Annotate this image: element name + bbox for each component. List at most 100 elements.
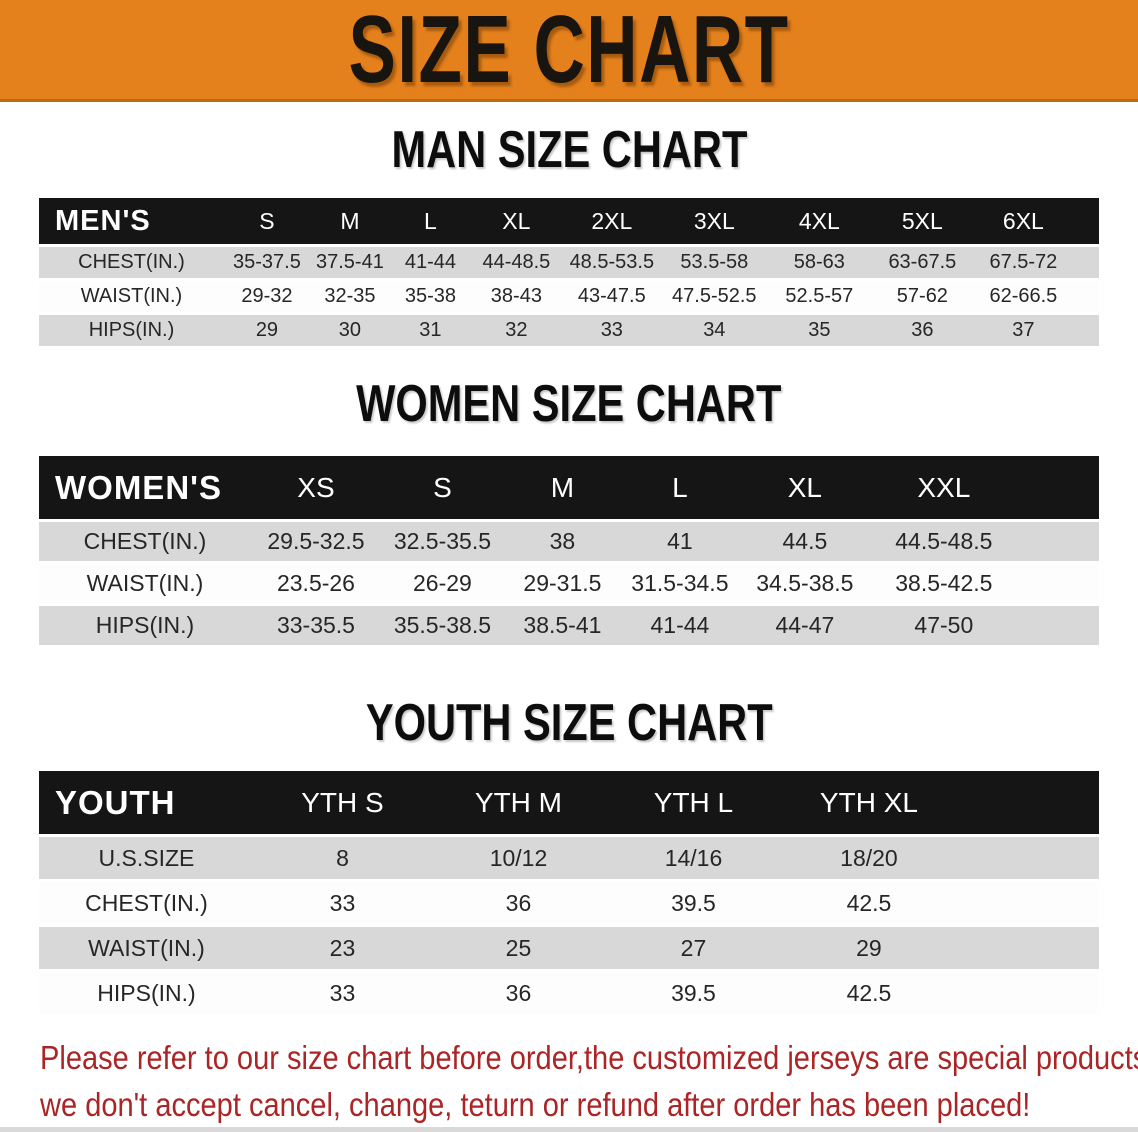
row-label: CHEST(IN.): [78, 251, 185, 273]
banner: SIZE CHART: [0, 0, 1138, 102]
value-cell: 32-35: [324, 285, 376, 307]
table-header-label: MEN'S: [55, 204, 151, 237]
column-header: YTH M: [474, 786, 563, 818]
value-cell: 44.5: [782, 528, 828, 554]
column-header: XS: [297, 471, 335, 503]
section-men: MAN SIZE CHART MEN'S S M L XL 2XL 3XL 4XL 5XL 6XL…: [0, 124, 1138, 346]
column-header: XXL: [917, 471, 971, 503]
column-header: 3XL: [693, 207, 735, 234]
table-row: WAIST(IN.) 23 25 27 29: [39, 927, 1099, 969]
value-cell: 33: [329, 889, 356, 916]
value-cell: 33: [600, 319, 623, 341]
value-cell: 35-38: [404, 285, 456, 307]
value-cell: 29: [856, 934, 882, 961]
value-cell: 32.5-35.5: [393, 528, 492, 554]
filler-cell: [957, 882, 1099, 924]
table-row: CHEST(IN.) 29.5-32.5 32.5-35.5 38 41 44.5 44.5…: [39, 522, 1099, 561]
filler-cell: [957, 771, 1099, 834]
value-cell: 44.5-48.5: [895, 528, 993, 554]
value-cell: 18/20: [840, 844, 898, 871]
row-label: CHEST(IN.): [83, 528, 207, 554]
value-cell: 23.5-26: [276, 570, 355, 596]
men-section-title: MAN SIZE CHART: [391, 121, 747, 179]
value-cell: 35-37.5: [233, 251, 301, 273]
table-row: U.S.SIZE 8 10/12 14/16 18/20: [39, 837, 1099, 879]
table-header-row: YOUTH YTH S YTH M YTH L YTH XL: [39, 771, 1099, 834]
value-cell: 36: [505, 889, 532, 916]
value-cell: 47.5-52.5: [672, 285, 757, 307]
youth-section-title: YOUTH SIZE CHART: [365, 694, 773, 752]
table-row: HIPS(IN.) 33-35.5 35.5-38.5 38.5-41 41-44 44-…: [39, 606, 1099, 645]
table-header-label: YOUTH: [55, 783, 176, 821]
value-cell: 26-29: [413, 570, 472, 596]
women-size-table: WOMEN'S XS S M L XL XXL CHEST(IN.) 29.5-32.5 32.5…: [39, 456, 1099, 645]
value-cell: 42.5: [846, 979, 892, 1006]
bottom-edge-strip: [0, 1127, 1138, 1132]
value-cell: 42.5: [846, 889, 892, 916]
value-cell: 38.5-41: [523, 612, 602, 638]
column-header: M: [340, 207, 360, 234]
value-cell: 35.5-38.5: [393, 612, 492, 638]
filler-cell: [1017, 522, 1099, 561]
value-cell: 14/16: [664, 844, 723, 871]
row-label: HIPS(IN.): [97, 979, 196, 1006]
youth-size-table: YOUTH YTH S YTH M YTH L YTH XL U.S.SIZE 8 10/12…: [39, 771, 1099, 1014]
value-cell: 33: [329, 979, 356, 1006]
value-cell: 29-32: [241, 285, 293, 307]
women-section-title: WOMEN SIZE CHART: [356, 375, 782, 433]
filler-cell: [1017, 606, 1099, 645]
value-cell: 44-47: [775, 612, 835, 638]
value-cell: 38-43: [490, 285, 542, 307]
value-cell: 57-62: [896, 285, 948, 307]
value-cell: 23: [329, 934, 356, 961]
column-header: M: [550, 471, 575, 503]
value-cell: 36: [505, 979, 532, 1006]
value-cell: 35: [808, 319, 831, 341]
row-label: WAIST(IN.): [80, 285, 183, 307]
section-women: WOMEN SIZE CHART WOMEN'S XS S M L XL XXL CHEST(…: [0, 378, 1138, 645]
table-row: HIPS(IN.) 29 30 31 32 33 34 35 36 37: [39, 315, 1099, 346]
value-cell: 37: [1012, 319, 1035, 341]
value-cell: 39.5: [671, 979, 716, 1006]
value-cell: 32: [505, 319, 528, 341]
column-header: YTH L: [653, 786, 734, 818]
table-header-row: MEN'S S M L XL 2XL 3XL 4XL 5XL 6XL: [39, 198, 1099, 244]
value-cell: 41-44: [650, 612, 710, 638]
table-row: CHEST(IN.) 35-37.5 37.5-41 41-44 44-48.5 48.5…: [39, 247, 1099, 278]
value-cell: 38: [549, 528, 576, 554]
value-cell: 10/12: [489, 844, 548, 871]
value-cell: 30: [338, 319, 362, 341]
value-cell: 41-44: [404, 251, 456, 273]
value-cell: 31.5-34.5: [631, 570, 729, 596]
section-youth: YOUTH SIZE CHART YOUTH YTH S YTH M YTH L YTH…: [0, 697, 1138, 1014]
table-header-label: WOMEN'S: [55, 468, 223, 506]
value-cell: 38.5-42.5: [895, 570, 993, 596]
row-label: HIPS(IN.): [88, 319, 175, 341]
table-header-row: WOMEN'S XS S M L XL XXL: [39, 456, 1099, 519]
filler-cell: [1074, 198, 1099, 244]
value-cell: 25: [505, 934, 532, 961]
value-cell: 36: [911, 319, 934, 341]
table-row: WAIST(IN.) 29-32 32-35 35-38 38-43 43-47.5 47.…: [39, 281, 1099, 312]
value-cell: 67.5-72: [989, 251, 1058, 273]
table-row: CHEST(IN.) 33 36 39.5 42.5: [39, 882, 1099, 924]
value-cell: 29.5-32.5: [267, 528, 365, 554]
footnote-line-1: Please refer to our size chart before or…: [40, 1039, 1138, 1076]
value-cell: 29: [255, 319, 279, 341]
filler-cell: [1074, 315, 1099, 346]
row-label: WAIST(IN.): [88, 934, 205, 961]
filler-cell: [957, 972, 1099, 1014]
men-size-table: MEN'S S M L XL 2XL 3XL 4XL 5XL 6XL CHEST(IN.) 35-37…: [39, 198, 1099, 346]
column-header: 4XL: [798, 207, 840, 234]
column-header: L: [424, 207, 437, 234]
value-cell: 41: [667, 528, 693, 554]
value-cell: 29-31.5: [523, 570, 602, 596]
column-header: L: [672, 471, 688, 503]
filler-cell: [1017, 456, 1099, 519]
column-header: S: [433, 471, 452, 503]
filler-cell: [957, 837, 1099, 879]
value-cell: 63-67.5: [888, 251, 957, 273]
value-cell: 52.5-57: [785, 285, 854, 307]
value-cell: 43-47.5: [577, 285, 646, 307]
